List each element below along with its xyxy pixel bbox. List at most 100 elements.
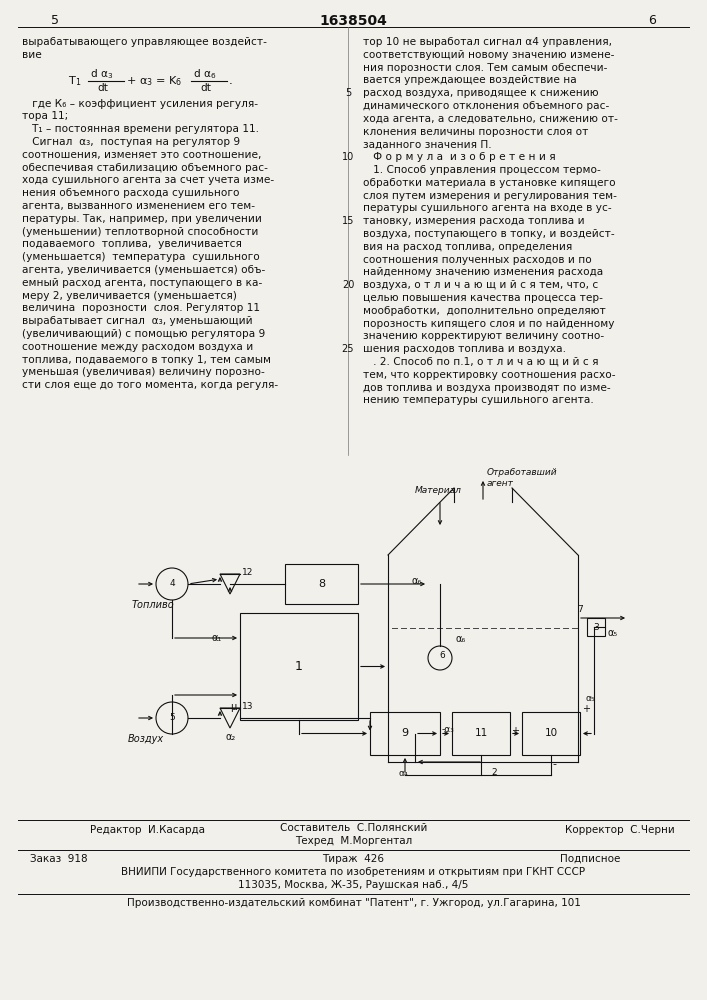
Bar [522,712,580,755]
Text: 12: 12 [242,568,253,577]
Text: α₅: α₅ [607,628,617,638]
Text: Воздух: Воздух [128,734,164,744]
Text: значению корректируют величину соотно-: значению корректируют величину соотно- [363,331,604,341]
Text: 1638504: 1638504 [320,14,387,28]
Text: Отработавший: Отработавший [487,468,558,477]
Bar [587,618,605,636]
Text: соотношения полученных расходов и по: соотношения полученных расходов и по [363,255,592,265]
Text: шения расходов топлива и воздуха.: шения расходов топлива и воздуха. [363,344,566,354]
Text: α₆: α₆ [456,634,466,644]
Bar [370,712,440,755]
Text: емный расход агента, поступающего в ка-: емный расход агента, поступающего в ка- [22,278,262,288]
Text: Тираж  426: Тираж 426 [322,854,385,864]
Text: 10: 10 [342,152,354,162]
Text: слоя путем измерения и регулирования тем-: слоя путем измерения и регулирования тем… [363,191,617,201]
Text: пературы сушильного агента на входе в ус-: пературы сушильного агента на входе в ус… [363,203,612,213]
Text: α₅: α₅ [585,694,595,703]
Text: 1. Способ управления процессом термо-: 1. Способ управления процессом термо- [363,165,601,175]
Text: 5: 5 [169,714,175,722]
Text: подаваемого  топлива,  увеличивается: подаваемого топлива, увеличивается [22,239,242,249]
Text: .: . [229,74,233,87]
Text: ВНИИПИ Государственного комитета по изобретениям и открытиям при ГКНТ СССР: ВНИИПИ Государственного комитета по изоб… [122,867,585,877]
Text: 7: 7 [577,605,583,614]
Text: 9: 9 [402,728,409,738]
Text: Корректор  С.Черни: Корректор С.Черни [565,825,675,835]
Text: вырабатывающего управляющее воздейст-: вырабатывающего управляющее воздейст- [22,37,267,47]
Text: 2: 2 [491,768,496,777]
Text: тора 11;: тора 11; [22,111,69,121]
Text: соотношения, изменяет это соотношение,: соотношения, изменяет это соотношение, [22,150,262,160]
Text: меру 2, увеличивается (уменьшается): меру 2, увеличивается (уменьшается) [22,291,237,301]
Text: 5: 5 [345,88,351,98]
Text: вается упреждающее воздействие на: вается упреждающее воздействие на [363,75,577,85]
Text: . 2. Способ по п.1, о т л и ч а ю щ и й с я: . 2. Способ по п.1, о т л и ч а ю щ и й … [363,357,599,367]
Text: Т₁ – постоянная времени регулятора 11.: Т₁ – постоянная времени регулятора 11. [22,124,259,134]
Text: тановку, измерения расхода топлива и: тановку, измерения расхода топлива и [363,216,585,226]
Text: хода агента, а следовательно, снижению от-: хода агента, а следовательно, снижению о… [363,114,618,124]
Text: d α$_6$: d α$_6$ [193,67,216,81]
Text: 1: 1 [295,660,303,673]
Text: порозность кипящего слоя и по найденному: порозность кипящего слоя и по найденному [363,319,614,329]
Text: расход воздуха, приводящее к снижению: расход воздуха, приводящее к снижению [363,88,599,98]
Text: 11: 11 [474,728,488,738]
Text: 113035, Москва, Ж-35, Раушская наб., 4/5: 113035, Москва, Ж-35, Раушская наб., 4/5 [238,880,469,890]
Text: T$_1$: T$_1$ [68,74,81,88]
Text: -α₃: -α₃ [442,726,455,734]
Text: +: + [582,704,590,714]
Text: клонения величины порозности слоя от: клонения величины порозности слоя от [363,127,588,137]
Text: α₁: α₁ [212,633,222,643]
Text: -: - [552,759,556,769]
Text: (уменьшении) теплотворной способности: (уменьшении) теплотворной способности [22,227,258,237]
Text: 5: 5 [51,14,59,27]
Text: вие: вие [22,50,42,60]
Text: 15: 15 [341,216,354,226]
Text: μ: μ [230,702,236,712]
Text: Составитель  С.Полянский: Составитель С.Полянский [280,823,427,833]
Text: 8: 8 [318,579,325,589]
Text: дов топлива и воздуха производят по изме-: дов топлива и воздуха производят по изме… [363,383,611,393]
Text: уменьшая (увеличивая) величину порозно-: уменьшая (увеличивая) величину порозно- [22,367,264,377]
Text: заданного значения П.: заданного значения П. [363,139,491,149]
Text: Сигнал  α₃,  поступая на регулятор 9: Сигнал α₃, поступая на регулятор 9 [22,137,240,147]
Text: нению температуры сушильного агента.: нению температуры сушильного агента. [363,395,594,405]
Text: dt: dt [200,83,211,93]
Text: мообработки,  дополнительно определяют: мообработки, дополнительно определяют [363,306,606,316]
Text: величина  порозности  слоя. Регулятор 11: величина порозности слоя. Регулятор 11 [22,303,260,313]
Text: нения объемного расхода сушильного: нения объемного расхода сушильного [22,188,240,198]
Text: вия на расход топлива, определения: вия на расход топлива, определения [363,242,572,252]
Text: тор 10 не выработал сигнал α4 управления,: тор 10 не выработал сигнал α4 управления… [363,37,612,47]
Text: целью повышения качества процесса тер-: целью повышения качества процесса тер- [363,293,603,303]
Text: ния порозности слоя. Тем самым обеспечи-: ния порозности слоя. Тем самым обеспечи- [363,63,607,73]
Text: где К₆ – коэффициент усиления регуля-: где К₆ – коэффициент усиления регуля- [22,99,258,109]
Text: 4: 4 [169,580,175,588]
Text: хода сушильного агента за счет учета изме-: хода сушильного агента за счет учета изм… [22,175,274,185]
Bar [452,712,510,755]
Text: Топливо: Топливо [132,600,175,610]
Text: 3: 3 [593,622,599,632]
Text: обеспечивая стабилизацию объемного рас-: обеспечивая стабилизацию объемного рас- [22,163,268,173]
Text: + α$_3$ = K$_6$: + α$_3$ = K$_6$ [126,74,182,88]
Text: Заказ  918: Заказ 918 [30,854,88,864]
Text: 10: 10 [544,728,558,738]
Text: агент: агент [487,479,514,488]
Bar [240,613,358,720]
Text: α₂: α₂ [226,732,236,742]
Text: 25: 25 [341,344,354,354]
Text: обработки материала в установке кипящего: обработки материала в установке кипящего [363,178,616,188]
Text: 6: 6 [648,14,656,27]
Text: сти слоя еще до того момента, когда регуля-: сти слоя еще до того момента, когда регу… [22,380,278,390]
Text: α₄: α₄ [398,769,408,778]
Text: 6: 6 [439,650,445,660]
Text: Подписное: Подписное [560,854,620,864]
Text: воздуха, о т л и ч а ю щ и й с я тем, что, с: воздуха, о т л и ч а ю щ и й с я тем, чт… [363,280,598,290]
Text: dt: dt [97,83,108,93]
Text: d α$_3$: d α$_3$ [90,67,113,81]
Text: +: + [511,726,519,736]
Text: Ф о р м у л а  и з о б р е т е н и я: Ф о р м у л а и з о б р е т е н и я [363,152,556,162]
Text: агента, увеличивается (уменьшается) объ-: агента, увеличивается (уменьшается) объ- [22,265,265,275]
Text: (увеличивающий) с помощью регулятора 9: (увеличивающий) с помощью регулятора 9 [22,329,265,339]
Text: топлива, подаваемого в топку 1, тем самым: топлива, подаваемого в топку 1, тем самы… [22,355,271,365]
Text: вырабатывает сигнал  α₃, уменьшающий: вырабатывает сигнал α₃, уменьшающий [22,316,252,326]
Text: α₆: α₆ [412,576,422,586]
Text: Редактор  И.Касарда: Редактор И.Касарда [90,825,205,835]
